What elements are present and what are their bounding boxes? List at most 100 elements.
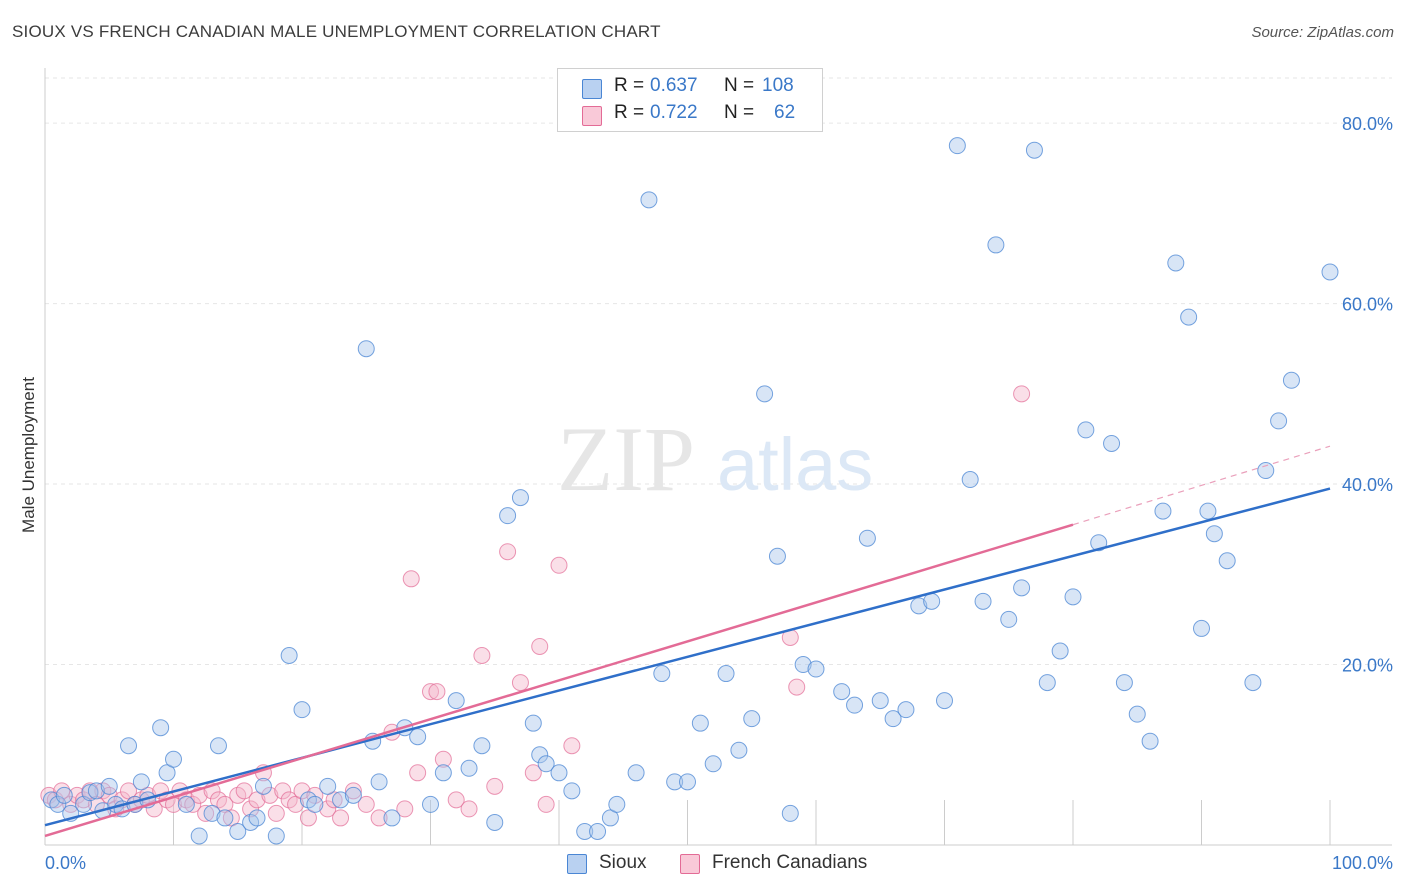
sioux-point: [666, 773, 684, 791]
sioux-point: [511, 489, 529, 507]
sioux-point: [691, 714, 709, 732]
sioux-point: [974, 592, 992, 610]
sioux-point: [987, 236, 1005, 254]
sioux-point: [550, 764, 568, 782]
sioux-point: [897, 701, 915, 719]
n-value: 108: [762, 75, 794, 96]
x-tick-label: 100.0%: [1332, 853, 1393, 873]
french-canadians-point: [235, 782, 253, 800]
sioux-point: [948, 137, 966, 155]
sioux-trend-line: [44, 487, 1331, 827]
sioux-point: [280, 647, 298, 665]
sioux-point: [165, 750, 182, 768]
sioux-point: [473, 737, 491, 755]
french-canadians-point: [197, 804, 215, 822]
sioux-point: [248, 809, 266, 827]
french-canadians-point: [62, 795, 80, 813]
french-canadians-point: [428, 683, 446, 701]
y-tick-label: 40.0%: [1342, 475, 1393, 495]
french-canadians-point: [511, 674, 529, 692]
chart-title: SIOUX VS FRENCH CANADIAN MALE UNEMPLOYME…: [12, 22, 661, 41]
french-canadians-trend-line: [44, 523, 1074, 838]
french-swatch: [680, 854, 700, 874]
y-tick-label: 80.0%: [1342, 114, 1393, 134]
x-tick-label: 0.0%: [45, 853, 86, 873]
sioux-point: [1025, 141, 1043, 159]
y-tick-label: 60.0%: [1342, 295, 1393, 315]
sioux-point: [229, 822, 247, 840]
n-value: 62: [774, 102, 796, 123]
sioux-point: [152, 719, 170, 737]
sioux-point: [332, 791, 350, 809]
french-swatch: [582, 106, 602, 126]
watermark: ZIP atlas: [557, 408, 873, 510]
watermark-atlas: atlas: [717, 423, 873, 506]
sioux-point: [961, 471, 979, 489]
french-canadians-point: [409, 764, 427, 782]
sioux-point: [1013, 579, 1031, 597]
french-canadians-point: [473, 647, 491, 665]
axes: [44, 68, 1392, 846]
sioux-point: [781, 804, 799, 822]
french-canadians-point: [531, 637, 549, 655]
sioux-point: [608, 795, 626, 813]
french-canadians-point: [434, 750, 452, 768]
sioux-point: [499, 507, 517, 525]
sioux-point: [653, 665, 671, 683]
sioux-point: [100, 777, 118, 795]
sioux-point: [1180, 308, 1198, 326]
french-canadians-point: [46, 791, 64, 809]
french-canadians-point: [537, 795, 555, 813]
sioux-point: [768, 547, 786, 565]
french-canadians-point: [524, 764, 542, 782]
french-canadians-point: [486, 777, 504, 795]
legend-row-french: R = 0.722 N = 62: [558, 102, 822, 128]
sioux-point: [1141, 732, 1159, 750]
sioux-point: [1000, 610, 1018, 628]
french-canadians-point: [370, 809, 388, 827]
sioux-point: [589, 822, 607, 840]
y-tick-label: 20.0%: [1342, 656, 1393, 676]
french-canadians-point: [242, 800, 260, 818]
y-axis-label: Male Unemployment: [19, 377, 38, 533]
french-canadians-trend-extension: [1072, 445, 1331, 526]
sioux-point: [1154, 502, 1172, 520]
french-canadians-point: [319, 800, 337, 818]
source-credit: Source: ZipAtlas.com: [1251, 24, 1394, 41]
sioux-point: [1244, 674, 1262, 692]
legend-label: Sioux: [599, 852, 647, 873]
sioux-point: [1218, 552, 1236, 570]
sioux-point: [531, 746, 549, 764]
sioux-point: [209, 737, 227, 755]
sioux-point: [679, 773, 696, 791]
sioux-swatch: [567, 854, 587, 874]
sioux-point: [871, 692, 889, 710]
french-canadians-point: [563, 737, 581, 755]
french-canadians-point: [274, 782, 292, 800]
sioux-point: [132, 773, 150, 791]
sioux-point: [1077, 421, 1095, 439]
sioux-point: [1038, 674, 1056, 692]
legend-label: French Canadians: [712, 852, 868, 873]
french-canadians-point: [460, 800, 478, 818]
french-canadians-point: [332, 809, 350, 827]
sioux-point: [1051, 642, 1069, 660]
french-canadians-point: [788, 678, 806, 696]
sioux-point: [1167, 254, 1185, 272]
sioux-point: [704, 755, 722, 773]
french-canadians-point: [447, 791, 465, 809]
sioux-point: [49, 795, 67, 813]
sioux-point: [120, 737, 138, 755]
sioux-point: [858, 529, 876, 547]
sioux-point: [936, 692, 953, 710]
sioux-point: [1064, 588, 1082, 606]
sioux-point: [254, 777, 272, 795]
sioux-point: [319, 777, 337, 795]
sioux-point: [306, 795, 324, 813]
sioux-point: [1115, 674, 1133, 692]
n-label: N =: [724, 75, 755, 96]
sioux-point: [1199, 502, 1217, 520]
sioux-point: [447, 692, 465, 710]
sioux-point: [422, 795, 439, 813]
